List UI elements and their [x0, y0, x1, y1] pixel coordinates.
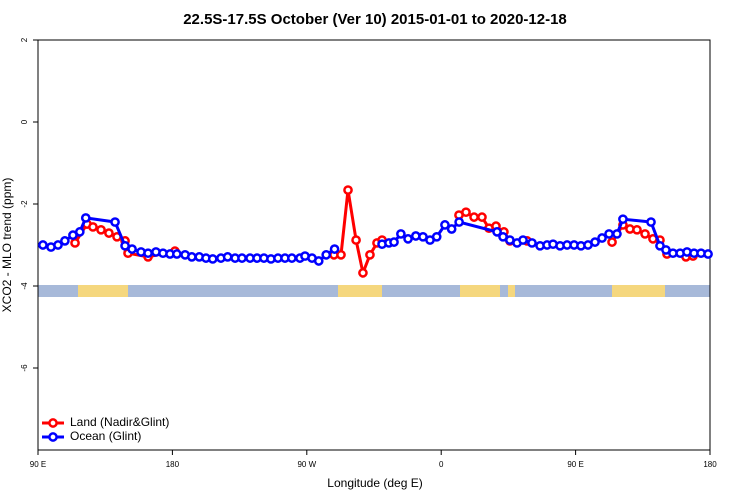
x-tick-label: 0	[439, 460, 444, 469]
x-tick-label: 180	[166, 460, 180, 469]
data-point	[527, 238, 537, 248]
data-point	[389, 237, 399, 247]
data-point	[396, 229, 406, 239]
data-point	[60, 236, 70, 246]
data-point	[477, 212, 487, 222]
y-axis-label: XCO2 - MLO trend (ppm)	[0, 178, 14, 313]
data-point	[492, 227, 502, 237]
data-point	[703, 249, 713, 259]
legend-marker	[48, 432, 58, 442]
chart-title: 22.5S-17.5S October (Ver 10) 2015-01-01 …	[183, 11, 567, 28]
x-tick-label: 90 E	[567, 460, 583, 469]
data-point	[607, 237, 617, 247]
data-point	[365, 249, 375, 260]
data-point	[518, 235, 528, 245]
data-point	[403, 234, 413, 244]
data-point	[358, 268, 368, 278]
legend-label: Ocean (Glint)	[70, 429, 141, 443]
x-axis-label: Longitude (deg E)	[327, 476, 422, 490]
data-point	[431, 231, 442, 242]
data-point	[469, 212, 479, 222]
data-point	[53, 240, 63, 250]
data-point	[88, 222, 98, 232]
y-tick-label: 0	[20, 119, 29, 124]
data-point	[237, 253, 247, 263]
data-point	[632, 224, 642, 235]
y-tick-label: -4	[20, 282, 29, 290]
legend-marker	[48, 418, 58, 428]
plot-frame	[37, 39, 711, 451]
data-point	[186, 252, 197, 262]
data-point	[96, 224, 106, 235]
x-tick-label: 180	[703, 460, 717, 469]
data-point	[618, 214, 628, 225]
data-point	[454, 217, 464, 227]
legend-label: Land (Nadir&Glint)	[70, 415, 169, 429]
data-point	[590, 237, 600, 247]
data-point	[336, 249, 346, 260]
data-point	[351, 235, 361, 245]
data-point	[70, 238, 80, 248]
data-point	[110, 217, 120, 227]
y-tick-label: 2	[20, 37, 29, 42]
data-point	[597, 233, 607, 243]
data-point	[461, 207, 471, 218]
data-point	[80, 213, 91, 223]
data-point	[172, 249, 182, 259]
data-point	[646, 217, 656, 227]
data-point	[321, 249, 332, 260]
data-point	[207, 254, 218, 264]
land-ocean-band	[38, 285, 710, 297]
y-tick-label: -6	[20, 364, 29, 372]
data-point	[127, 244, 137, 254]
x-tick-label: 90 E	[30, 460, 46, 469]
data-point	[313, 256, 324, 266]
data-point	[38, 240, 48, 250]
data-point	[329, 244, 340, 254]
data-point	[446, 224, 457, 234]
x-tick-label: 90 W	[297, 460, 316, 469]
data-point	[604, 229, 614, 239]
data-point	[640, 229, 650, 239]
data-point	[287, 253, 297, 263]
data-point	[222, 252, 233, 262]
data-point	[74, 227, 85, 237]
data-point	[104, 228, 114, 238]
series-line	[73, 189, 694, 279]
data-point	[612, 229, 622, 239]
data-point	[143, 248, 153, 259]
data-point	[440, 220, 450, 230]
data-point	[343, 185, 353, 195]
y-tick-label: -2	[20, 200, 29, 208]
